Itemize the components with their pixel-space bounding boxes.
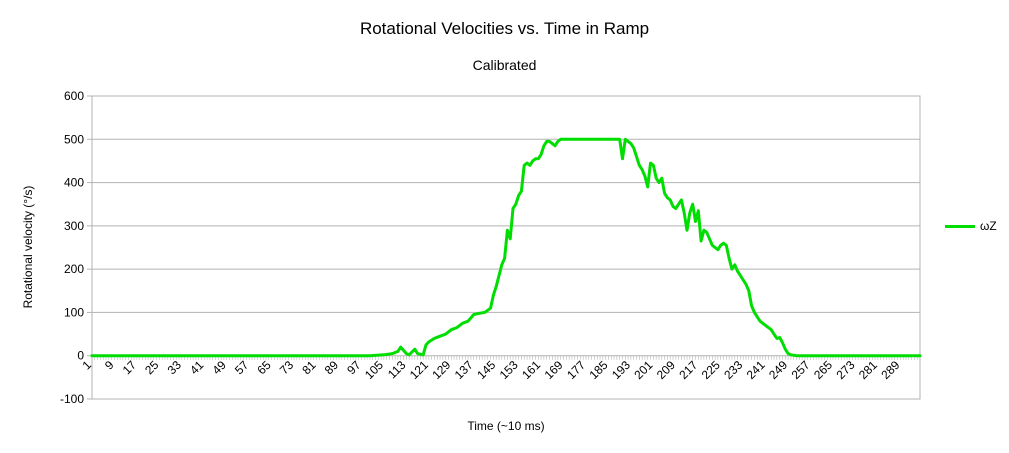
x-tick-label: 41 xyxy=(187,358,207,378)
plot-frame xyxy=(91,95,921,400)
y-tick-label: -100 xyxy=(60,392,84,406)
y-tick-label: 500 xyxy=(64,132,84,146)
legend-label: ωZ xyxy=(980,219,997,233)
chart-title: Rotational Velocities vs. Time in Ramp xyxy=(359,19,650,38)
y-tick-label: 400 xyxy=(64,176,84,190)
x-tick-label: 217 xyxy=(676,358,700,382)
y-tick-label: 200 xyxy=(64,262,84,276)
x-tick-label: 9 xyxy=(102,358,117,373)
x-tick-label: 273 xyxy=(834,358,858,382)
x-tick-label: 113 xyxy=(385,358,409,382)
x-tick-label: 289 xyxy=(878,358,902,382)
legend: ωZ xyxy=(945,219,997,233)
x-tick-label: 241 xyxy=(744,358,768,382)
x-tick-label: 161 xyxy=(519,358,543,382)
x-tick-label: 225 xyxy=(699,358,723,382)
x-axis-label: Time (~10 ms) xyxy=(467,419,545,433)
legend-swatch xyxy=(945,224,975,228)
x-tick-label: 281 xyxy=(856,358,880,382)
x-tick-label: 249 xyxy=(766,358,790,382)
x-tick-label: 145 xyxy=(474,358,498,382)
x-tick-label: 233 xyxy=(721,358,745,382)
series-line xyxy=(90,137,922,358)
x-tick-label: 129 xyxy=(429,358,453,382)
x-tick-label: 105 xyxy=(362,358,386,382)
x-tick-label: 185 xyxy=(587,358,611,382)
y-tick-label: 600 xyxy=(64,89,84,103)
x-tick-label: 201 xyxy=(631,358,655,382)
x-tick-label: 17 xyxy=(120,358,140,378)
y-tick-label: 100 xyxy=(64,305,84,319)
x-tick-label: 257 xyxy=(789,358,813,382)
chart-subtitle: Calibrated xyxy=(472,57,537,73)
x-tick-label: 25 xyxy=(142,358,162,378)
x-tick-label: 169 xyxy=(542,358,566,382)
y-tick-label: 300 xyxy=(64,219,84,233)
x-tick-label: 33 xyxy=(165,358,185,378)
x-tick-label: 193 xyxy=(609,358,633,382)
x-tick-label: 153 xyxy=(497,358,521,382)
y-tick-label: 0 xyxy=(77,349,84,363)
x-tick-label: 65 xyxy=(254,358,274,378)
x-tick-label: 73 xyxy=(277,358,297,378)
x-tick-label: 57 xyxy=(232,358,252,378)
x-tick-label: 265 xyxy=(811,358,835,382)
x-tick-label: 137 xyxy=(452,358,476,382)
x-tick-label: 49 xyxy=(210,358,230,378)
x-tick-label: 177 xyxy=(564,358,588,382)
x-tick-label: 89 xyxy=(322,358,342,378)
x-tick-label: 121 xyxy=(407,358,431,382)
x-tick-label: 81 xyxy=(299,358,319,378)
x-tick-label: 209 xyxy=(654,358,678,382)
x-tick-label: 97 xyxy=(344,358,364,378)
